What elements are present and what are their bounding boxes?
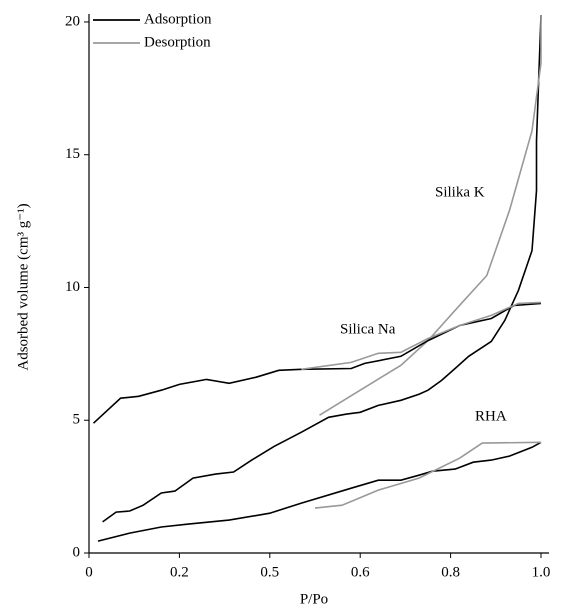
desorption-line	[301, 301, 542, 371]
y-axis-title: Adsorbed volume (cm³ g⁻¹)	[15, 203, 31, 370]
sample-label: RHA	[475, 408, 507, 424]
x-tick-label: 0	[85, 564, 93, 580]
y-tick-label: 0	[73, 544, 81, 560]
x-axis-title: P/Po	[300, 591, 328, 607]
legend-label: Desorption	[144, 34, 211, 50]
sample-label: Silica Na	[340, 321, 396, 337]
x-tick-label: 0.5	[260, 564, 279, 580]
x-tick-label: 0.2	[170, 564, 189, 580]
y-tick-label: 15	[65, 146, 80, 162]
x-tick-label: 0.8	[441, 564, 460, 580]
y-tick-label: 10	[65, 279, 80, 295]
sample-label: Silika K	[435, 184, 485, 200]
desorption-line	[319, 15, 542, 416]
x-tick-label: 1.0	[532, 564, 551, 580]
y-tick-label: 20	[65, 13, 80, 29]
y-tick-label: 5	[73, 412, 81, 428]
legend-label: Adsorption	[144, 11, 212, 27]
x-tick-label: 0.6	[351, 564, 370, 580]
desorption-line	[314, 441, 542, 509]
adsorption-line	[102, 15, 542, 523]
adsorption-line	[97, 441, 542, 542]
